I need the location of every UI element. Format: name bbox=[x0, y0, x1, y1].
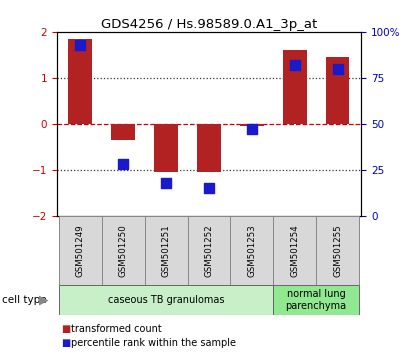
Text: percentile rank within the sample: percentile rank within the sample bbox=[71, 338, 236, 348]
Point bbox=[120, 161, 126, 167]
Bar bbox=[273, 216, 316, 285]
Bar bbox=[231, 216, 273, 285]
Bar bbox=[197, 124, 221, 172]
Text: GSM501250: GSM501250 bbox=[119, 224, 128, 277]
Text: transformed count: transformed count bbox=[71, 324, 162, 333]
Point bbox=[206, 185, 213, 191]
Bar bbox=[273, 285, 359, 315]
Text: GSM501249: GSM501249 bbox=[76, 224, 85, 277]
Bar bbox=[187, 216, 231, 285]
Bar bbox=[154, 124, 178, 172]
Text: GSM501253: GSM501253 bbox=[247, 224, 256, 277]
Text: ■: ■ bbox=[61, 338, 70, 348]
Title: GDS4256 / Hs.98589.0.A1_3p_at: GDS4256 / Hs.98589.0.A1_3p_at bbox=[101, 18, 317, 31]
Point bbox=[291, 62, 298, 68]
Text: caseous TB granulomas: caseous TB granulomas bbox=[108, 295, 224, 305]
Bar bbox=[240, 124, 264, 126]
Bar bbox=[316, 216, 359, 285]
Text: GSM501254: GSM501254 bbox=[290, 224, 299, 277]
Text: ■: ■ bbox=[61, 324, 70, 333]
Text: GSM501255: GSM501255 bbox=[333, 224, 342, 277]
Bar bbox=[59, 285, 273, 315]
Text: ▶: ▶ bbox=[39, 293, 49, 307]
Bar bbox=[59, 216, 102, 285]
Text: normal lung
parenchyma: normal lung parenchyma bbox=[286, 289, 347, 311]
Point bbox=[163, 180, 169, 185]
Bar bbox=[144, 216, 187, 285]
Point bbox=[334, 66, 341, 72]
Point bbox=[249, 127, 255, 132]
Text: GSM501251: GSM501251 bbox=[162, 224, 171, 277]
Point bbox=[77, 42, 84, 47]
Text: GSM501252: GSM501252 bbox=[205, 224, 213, 277]
Bar bbox=[326, 57, 349, 124]
Bar bbox=[68, 39, 92, 124]
Text: cell type: cell type bbox=[2, 295, 47, 305]
Bar bbox=[283, 50, 307, 124]
Bar bbox=[102, 216, 144, 285]
Bar bbox=[111, 124, 135, 140]
